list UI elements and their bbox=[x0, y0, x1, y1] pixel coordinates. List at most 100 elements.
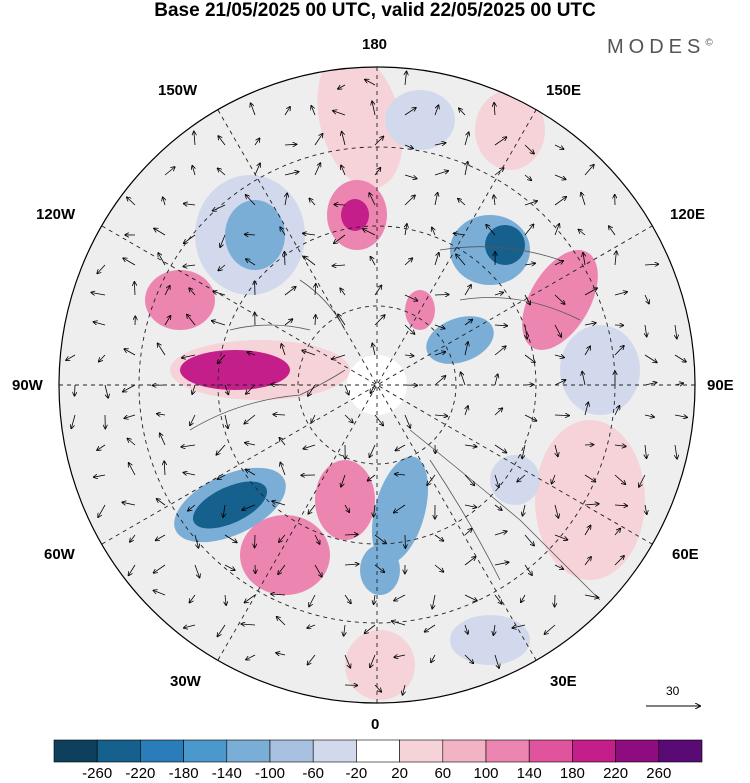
wind-vector bbox=[578, 230, 586, 236]
wind-vector bbox=[370, 654, 376, 667]
wind-vector bbox=[582, 372, 586, 386]
colorbar-tick-label: -20 bbox=[345, 765, 368, 782]
wind-vector bbox=[334, 234, 346, 243]
wind-vector bbox=[344, 564, 359, 565]
wind-vector bbox=[434, 415, 447, 416]
wind-vector bbox=[194, 534, 199, 548]
wind-vector bbox=[123, 258, 136, 266]
lon-label-0: 0 bbox=[371, 716, 380, 733]
wind-vector bbox=[555, 444, 558, 456]
anomaly-blob bbox=[180, 350, 290, 390]
anomaly-field bbox=[145, 67, 645, 700]
wind-vector bbox=[434, 143, 446, 145]
wind-vector bbox=[517, 474, 526, 482]
wind-vector bbox=[225, 594, 226, 605]
wind-vector bbox=[278, 564, 286, 574]
wind-vector bbox=[94, 475, 106, 477]
wind-vector bbox=[333, 111, 346, 116]
colorbar-tick-label: 140 bbox=[516, 765, 542, 782]
wind-vector bbox=[311, 106, 316, 116]
wind-vector bbox=[344, 534, 358, 535]
colorbar-tick-label: -100 bbox=[254, 765, 286, 782]
wind-vector bbox=[212, 321, 226, 326]
wind-vector bbox=[494, 504, 502, 510]
wind-vector bbox=[91, 293, 106, 296]
wind-vector bbox=[404, 414, 410, 428]
wind-vector bbox=[332, 354, 346, 359]
wind-vector bbox=[369, 193, 376, 206]
wind-vector bbox=[584, 346, 590, 356]
wind-vector bbox=[279, 534, 286, 542]
anomaly-blob bbox=[341, 199, 369, 231]
wind-vector bbox=[280, 227, 286, 236]
colorbar-swatch bbox=[658, 739, 703, 763]
wind-vector bbox=[584, 288, 597, 296]
colorbar-swatch bbox=[356, 739, 400, 763]
wind-vector bbox=[272, 501, 286, 506]
wind-vector bbox=[464, 529, 472, 536]
wind-vectors bbox=[66, 71, 687, 695]
wind-vector bbox=[395, 444, 406, 451]
wind-vector bbox=[374, 594, 375, 604]
wind-vector bbox=[218, 264, 226, 271]
colorbar-tick-label: -60 bbox=[302, 765, 325, 782]
wind-vector bbox=[495, 374, 498, 386]
wind-vector bbox=[404, 294, 417, 301]
wind-vector bbox=[183, 473, 196, 476]
colorbar-tick-label: 60 bbox=[434, 765, 452, 782]
colorbar-swatch bbox=[528, 739, 573, 763]
wind-vector bbox=[554, 355, 564, 358]
anomaly-blob bbox=[485, 225, 525, 265]
colorbar-swatch bbox=[53, 739, 98, 763]
wind-vector bbox=[524, 564, 532, 575]
wind-vector bbox=[584, 165, 594, 176]
wind-vector bbox=[494, 325, 507, 326]
anomaly-blob bbox=[145, 270, 215, 330]
anomaly-blob bbox=[360, 545, 400, 595]
wind-vector bbox=[584, 504, 599, 505]
wind-vector bbox=[614, 474, 625, 484]
wind-vector bbox=[220, 234, 226, 247]
wind-vector bbox=[163, 197, 165, 206]
wind-vector bbox=[370, 257, 376, 266]
wind-vector bbox=[494, 346, 506, 356]
wind-vector bbox=[374, 414, 383, 426]
wind-vector bbox=[374, 168, 381, 176]
wind-vector bbox=[614, 445, 626, 446]
anomaly-blob bbox=[475, 90, 545, 170]
wind-vector bbox=[123, 384, 136, 392]
wind-vector bbox=[644, 354, 657, 363]
wind-vector bbox=[157, 499, 166, 506]
colorbar-tick-label: -220 bbox=[125, 765, 156, 782]
wind-vector bbox=[395, 474, 406, 475]
wind-vector bbox=[217, 624, 226, 636]
wind-vector bbox=[309, 198, 316, 206]
wind-vector bbox=[122, 502, 136, 505]
wind-vector bbox=[435, 193, 438, 206]
wind-vector bbox=[374, 684, 381, 692]
wind-vector bbox=[192, 384, 195, 394]
brand-logo: MODES© bbox=[607, 36, 713, 58]
wind-vector bbox=[404, 195, 415, 206]
colorbar-swatch bbox=[615, 739, 660, 763]
wind-vector bbox=[524, 263, 535, 265]
wind-vector bbox=[285, 193, 287, 206]
wind-vector bbox=[493, 624, 495, 635]
colorbar-swatch bbox=[312, 739, 357, 763]
colorbar-tick-label: 260 bbox=[646, 765, 672, 782]
wind-vector bbox=[524, 174, 531, 180]
wind-vector bbox=[645, 324, 647, 337]
wind-vector bbox=[134, 282, 135, 296]
wind-vector bbox=[284, 172, 299, 176]
wind-vector bbox=[615, 251, 616, 266]
wind-vector bbox=[344, 594, 351, 603]
wind-vector bbox=[344, 414, 353, 423]
wind-vector bbox=[311, 414, 316, 423]
wind-vector bbox=[277, 617, 286, 626]
wind-vector bbox=[254, 138, 260, 146]
wind-vector bbox=[129, 564, 136, 575]
lon-label-150w: 150W bbox=[158, 82, 198, 99]
wind-vector bbox=[194, 132, 195, 146]
wind-vector bbox=[554, 144, 564, 149]
wind-vector bbox=[218, 136, 226, 146]
